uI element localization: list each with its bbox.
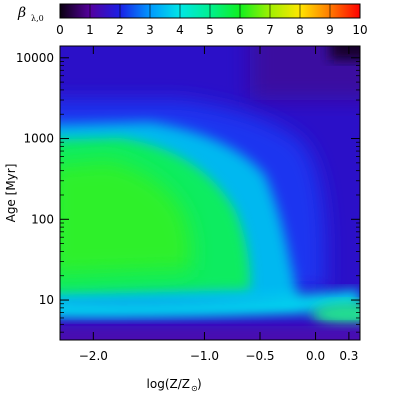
x-tick-label: −0.5 (245, 349, 274, 363)
colorbar-tick-label: 0 (56, 23, 64, 37)
colorbar-tick-label: 7 (266, 23, 274, 37)
x-axis: −2.0 −1.0 −0.5 0.0 0.3 (79, 46, 358, 363)
x-axis-label-subscript: ⊙ (191, 384, 198, 393)
colorbar-tick-label: 5 (206, 23, 214, 37)
y-tick-label: 100 (31, 212, 54, 226)
heatmap-plot (60, 46, 360, 340)
x-axis-label: log(Z/Z (147, 377, 190, 391)
colorbar-tick-label: 1 (86, 23, 94, 37)
region-darkest-corner (330, 46, 360, 60)
colorbar-ticks: 0 1 2 3 4 5 6 7 8 9 10 (56, 4, 368, 37)
colorbar-label-subscript: λ,0 (31, 14, 44, 23)
x-tick-label: 0.0 (306, 349, 325, 363)
x-tick-label: −1.0 (190, 349, 219, 363)
colorbar: β λ,0 0 1 2 3 4 5 6 7 8 9 10 (17, 3, 368, 37)
colorbar-tick-label: 4 (176, 23, 184, 37)
colorbar-tick-label: 2 (116, 23, 124, 37)
colorbar-tick-label: 9 (326, 23, 334, 37)
y-axis: 10 100 1000 10000 (16, 51, 360, 333)
x-axis-label-end: ) (197, 377, 202, 391)
x-tick-label: −2.0 (79, 349, 108, 363)
colorbar-tick-label: 6 (236, 23, 244, 37)
region-young-band (60, 290, 360, 319)
y-axis-label: Age [Myr] (4, 164, 18, 223)
colorbar-tick-label: 3 (146, 23, 154, 37)
y-tick-label: 10000 (16, 51, 54, 65)
region-bright-green (60, 160, 192, 275)
y-tick-label: 1000 (23, 132, 54, 146)
colorbar-label: β (17, 5, 26, 21)
colorbar-tick-label: 10 (352, 23, 367, 37)
region-youngest-strip (60, 326, 360, 340)
region-high-metal-young (312, 302, 360, 326)
y-tick-label: 10 (39, 293, 54, 307)
colorbar-tick-label: 8 (296, 23, 304, 37)
x-tick-label: 0.3 (339, 349, 358, 363)
plot-frame (59, 45, 361, 341)
